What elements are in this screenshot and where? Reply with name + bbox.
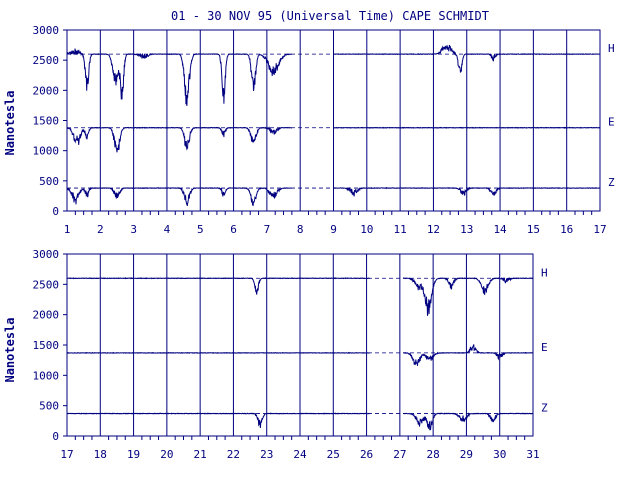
x-tick-label: 23 [260, 448, 273, 461]
x-tick-label: 20 [160, 448, 173, 461]
x-tick-label: 11 [394, 223, 407, 236]
y-tick-label: 0 [52, 430, 59, 443]
x-tick-label: 13 [460, 223, 473, 236]
x-tick-label: 26 [360, 448, 373, 461]
x-tick-label: 14 [493, 223, 507, 236]
x-tick-label: 18 [94, 448, 107, 461]
series-label-e: E [608, 116, 615, 129]
trace-h [66, 44, 600, 106]
series-label-z: Z [541, 402, 548, 415]
series-label-h: H [608, 42, 615, 55]
y-axis-label: Nanotesla [3, 90, 17, 155]
x-tick-label: 17 [593, 223, 606, 236]
y-axis-label: Nanotesla [3, 317, 17, 382]
x-tick-label: 19 [127, 448, 140, 461]
y-tick-label: 500 [39, 175, 59, 188]
y-tick-label: 1000 [33, 369, 60, 382]
x-tick-label: 10 [360, 223, 373, 236]
x-tick-label: 22 [227, 448, 240, 461]
x-tick-label: 24 [293, 448, 307, 461]
y-tick-label: 1500 [33, 339, 60, 352]
x-tick-label: 29 [460, 448, 473, 461]
x-tick-label: 2 [97, 223, 104, 236]
panel-bottom: 17 18 19 20 21 22 23 24 25 26 27 28 29 30 31 3000 2500 20… [3, 248, 548, 461]
y-tick-label: 2000 [33, 309, 60, 322]
x-tick-label: 25 [327, 448, 340, 461]
x-tick-label: 7 [264, 223, 271, 236]
y-tick-label: 2500 [33, 278, 60, 291]
y-tick-label: 3000 [33, 24, 60, 37]
x-tick-label: 15 [527, 223, 540, 236]
x-tick-label: 3 [130, 223, 137, 236]
x-tick-label: 9 [330, 223, 337, 236]
x-tick-label: 16 [560, 223, 573, 236]
trace-h [66, 277, 533, 316]
y-tick-label: 0 [52, 205, 59, 218]
series-label-z: Z [608, 176, 615, 189]
x-tick-label: 5 [197, 223, 204, 236]
y-tick-label: 1000 [33, 145, 60, 158]
y-tick-label: 1500 [33, 115, 60, 128]
x-tick-label: 8 [297, 223, 304, 236]
x-tick-label: 31 [526, 448, 539, 461]
x-tick-label: 4 [164, 223, 171, 236]
series-label-e: E [541, 341, 548, 354]
x-tick-label: 30 [493, 448, 506, 461]
panel-top: 1 2 3 4 5 6 7 8 9 10 11 12 13 14 15 16 17300025002000150… [3, 24, 615, 236]
trace-e [67, 344, 534, 366]
x-tick-label: 21 [194, 448, 207, 461]
trace-z [66, 412, 534, 431]
series-label-h: H [541, 266, 548, 279]
chart-title: 01 - 30 NOV 95 (Universal Time) CAPE SCH… [171, 9, 489, 23]
x-tick-label: 27 [393, 448, 406, 461]
y-tick-label: 2500 [33, 54, 60, 67]
trace-e [66, 126, 601, 153]
x-tick-label: 28 [427, 448, 440, 461]
y-tick-label: 2000 [33, 84, 60, 97]
x-tick-label: 6 [230, 223, 237, 236]
x-tick-label: 17 [60, 448, 73, 461]
x-tick-label: 1 [64, 223, 71, 236]
y-tick-label: 3000 [33, 248, 60, 261]
y-tick-label: 500 [39, 400, 59, 413]
x-tick-label: 12 [427, 223, 440, 236]
trace-z [66, 186, 601, 207]
